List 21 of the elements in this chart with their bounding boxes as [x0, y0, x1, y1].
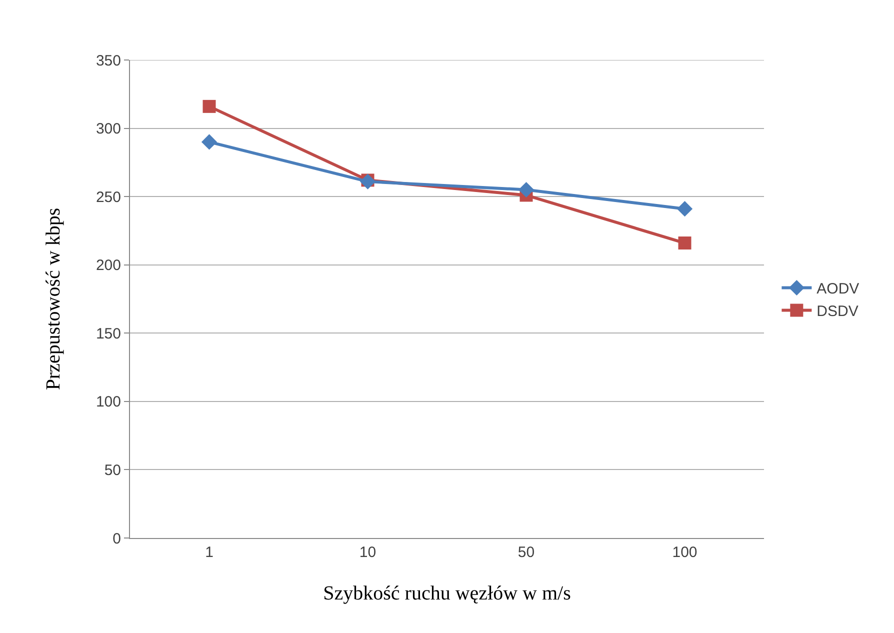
point — [676, 201, 693, 217]
legend-label: DSDV — [816, 303, 858, 320]
point — [518, 182, 534, 198]
legend-label: AODV — [816, 280, 860, 298]
y-tick-label: 50 — [104, 462, 121, 479]
y-tick-label: 100 — [96, 394, 121, 411]
x-tick-label: 1 — [205, 544, 214, 561]
y-tick-label: 200 — [96, 257, 121, 274]
y-tick-label: 150 — [96, 325, 121, 342]
point — [201, 134, 218, 150]
y-tick-label: 300 — [96, 120, 121, 138]
y-tick-label: 250 — [96, 188, 121, 206]
y-tick-label: 350 — [96, 52, 121, 70]
point — [202, 100, 216, 113]
x-tick-label: 50 — [518, 544, 535, 561]
x-tick-label: 100 — [672, 544, 698, 561]
point — [678, 236, 692, 250]
y-axis-title: Przepustowość w kbps — [42, 208, 64, 390]
x-axis-title: Szybkość ruchu węzłów w m/s — [323, 582, 572, 604]
y-tick-label: 0 — [112, 530, 121, 548]
x-tick-label: 10 — [359, 544, 376, 561]
